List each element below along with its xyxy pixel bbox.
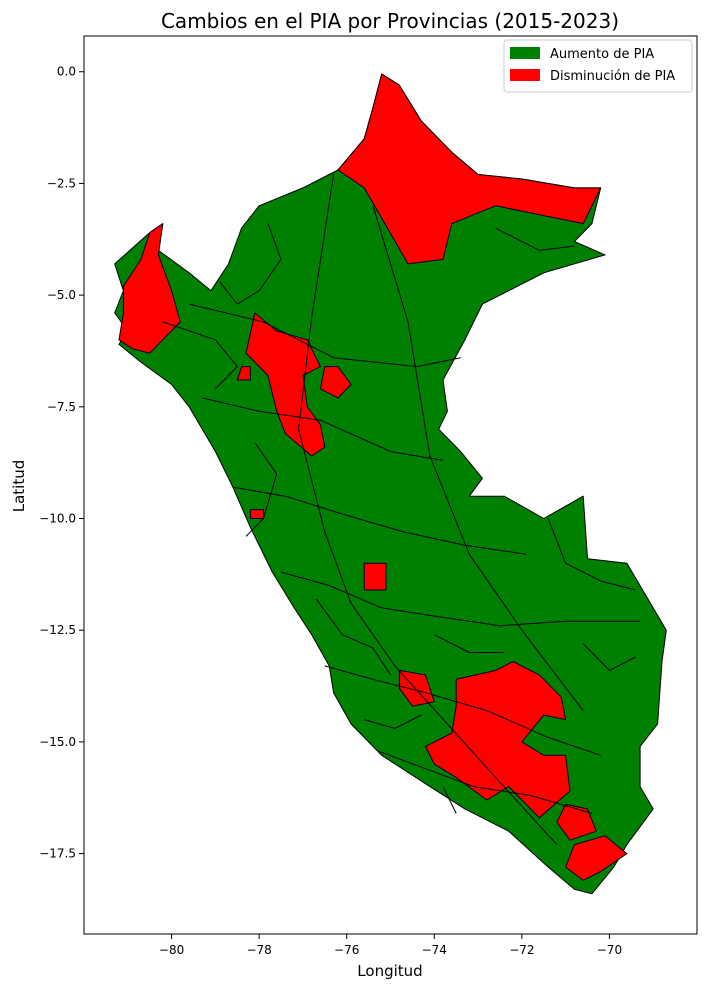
legend: Aumento de PIA Disminución de PIA [503,39,693,93]
y-tick-label-2: −5.0 [47,288,76,302]
x-tick-label-4: −72 [509,943,534,957]
y-tick-label-7: −17.5 [39,847,76,861]
province-border-14 [547,518,636,591]
y-tick-label-0: 0.0 [57,65,76,79]
province-border-11 [245,442,278,537]
decrease-region-8 [425,661,571,819]
province-border-8 [495,227,575,251]
decrease-region-0 [337,73,602,265]
province-border-13 [434,634,505,653]
y-tick-label-1: −2.5 [47,176,76,190]
x-axis-label: Longitud [357,962,422,980]
province-border-12 [315,598,391,676]
decrease-region-7 [398,669,435,707]
legend-frame [503,39,693,93]
decrease-region-6 [363,562,387,591]
province-border-0 [298,174,558,845]
y-tick-label-4: −10.0 [39,512,76,526]
decrease-region-2 [245,312,326,457]
y-tick-label-3: −7.5 [47,400,76,414]
plot-area [114,73,667,895]
y-tick-label-6: −15.0 [39,735,76,749]
province-border-10 [219,223,282,305]
x-tick-label-2: −76 [334,943,359,957]
legend-swatch-decrease [510,69,540,81]
chart-title: Cambios en el PIA por Provincias (2015-2… [161,9,619,33]
province-border-3 [202,397,444,461]
legend-label-increase: Aumento de PIA [550,47,654,62]
decrease-region-3 [319,366,352,399]
x-tick-label-1: −78 [246,943,271,957]
y-axis: 0.0 −2.5 −5.0 −7.5 −10.0 −12.5 −15.0 −17.5 [39,65,84,861]
province-border-17 [364,714,422,729]
province-border-7 [377,750,593,814]
province-border-4 [232,486,527,555]
province-border-5 [280,571,641,627]
decrease-region-5 [249,509,264,519]
province-border-16 [442,786,457,814]
x-tick-label-5: −70 [597,943,622,957]
decrease-region-9 [556,803,597,841]
legend-swatch-increase [510,47,540,59]
x-axis: −80 −78 −76 −74 −72 −70 [159,934,622,957]
x-tick-label-3: −74 [422,943,447,957]
province-border-1 [372,205,584,711]
province-border-15 [582,643,636,671]
province-border-2 [188,303,461,368]
y-tick-label-5: −12.5 [39,623,76,637]
x-tick-label-0: −80 [159,943,184,957]
decrease-region-10 [565,835,628,881]
province-border-6 [324,665,601,756]
legend-label-decrease: Disminución de PIA [550,69,675,84]
decrease-region-1 [118,223,181,354]
axes-frame [83,35,698,935]
province-border-9 [162,321,238,390]
y-axis-label: Latitud [10,460,28,513]
decrease-region-4 [236,366,251,381]
